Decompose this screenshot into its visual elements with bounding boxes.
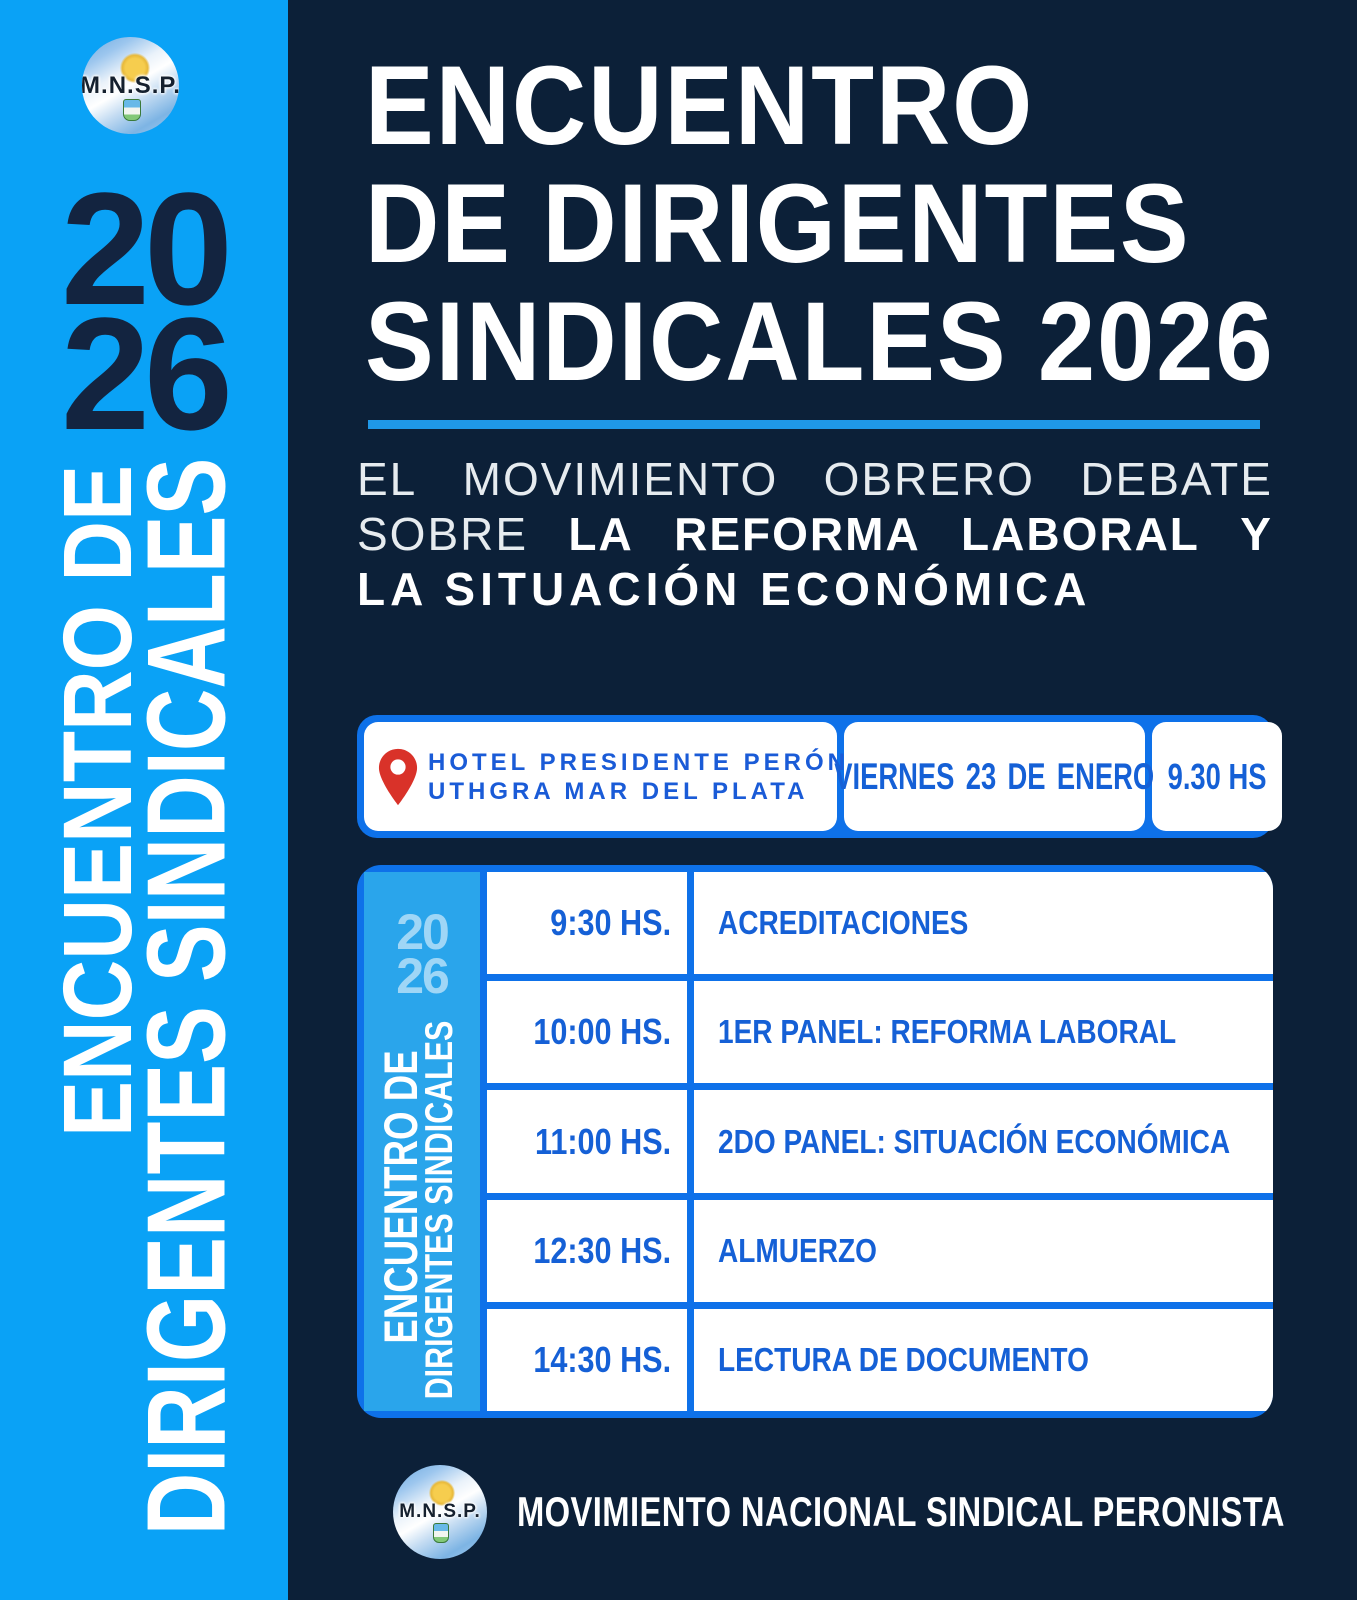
organization-name: MOVIMIENTO NACIONAL SINDICAL PERONISTA [517,1488,1285,1535]
table-row: 14:30 HS. LECTURA DE DOCUMENTO [487,1308,1273,1412]
title-underline [368,420,1260,429]
mnsp-logo-footer: M.N.S.P. [393,1465,487,1559]
main-title: ENCUENTRO DE DIRIGENTES SINDICALES 2026 [365,47,1354,401]
event-time: 9.30 HS [1167,755,1267,797]
schedule-table: 20 26 ENCUENTRO DE DIRIGENTES SINDICALES… [357,865,1273,1418]
vertical-title-line2: DIRIGENTES SINDICALES [124,457,249,1536]
venue-text: HOTEL PRESIDENTE PERÓN UTHGRA MAR DEL PL… [428,748,849,806]
location-pin-icon [378,748,418,805]
row-time: 12:30 HS. [533,1229,671,1271]
table-row: 10:00 HS. 1ER PANEL: REFORMA LABORAL [487,981,1273,1084]
year-badge: 20 26 [0,159,288,463]
schedule-rows: 9:30 HS. ACREDITACIONES 10:00 HS. 1ER PA… [487,872,1273,1412]
subtitle-line3: LA SITUACIÓN ECONÓMICA [357,563,1092,615]
footer: M.N.S.P. MOVIMIENTO NACIONAL SINDICAL PE… [393,1465,1357,1559]
subtitle: EL MOVIMIENTO OBRERO DEBATE SOBRE LA REF… [357,452,1273,617]
crest-icon [123,99,141,121]
subtitle-line1: EL MOVIMIENTO OBRERO DEBATE [357,453,1273,505]
table-row: 12:30 HS. ALMUERZO [487,1199,1273,1302]
row-activity: 1ER PANEL: REFORMA LABORAL [718,1013,1177,1051]
row-activity: ACREDITACIONES [718,904,969,942]
table-row: 11:00 HS. 2DO PANEL: SITUACIÓN ECONÓMICA [487,1090,1273,1193]
row-time: 14:30 HS. [533,1338,671,1380]
venue-cell: HOTEL PRESIDENTE PERÓN UTHGRA MAR DEL PL… [364,722,845,831]
row-time: 11:00 HS. [534,1120,671,1162]
flag-sun-icon [120,53,150,83]
flag-sun-icon [429,1480,455,1506]
strip-year-badge: 20 26 [396,904,450,1004]
row-activity: ALMUERZO [718,1231,877,1269]
row-time: 10:00 HS. [533,1011,671,1053]
year-top: 20 [61,159,233,338]
row-activity: LECTURA DE DOCUMENTO [718,1340,1089,1378]
date-cell: VIERNES 23 DE ENERO [835,722,1154,831]
venue-line2: UTHGRA MAR DEL PLATA [428,777,809,805]
event-date: VIERNES 23 DE ENERO [834,755,1155,797]
main-title-line1: ENCUENTRO [365,43,1035,168]
row-activity: 2DO PANEL: SITUACIÓN ECONÓMICA [718,1122,1231,1160]
subtitle-line2: SOBRE LA REFORMA LABORAL Y [357,508,1273,560]
event-info-box: HOTEL PRESIDENTE PERÓN UTHGRA MAR DEL PL… [357,715,1283,838]
row-time: 9:30 HS. [550,902,671,944]
table-row: 9:30 HS. ACREDITACIONES [487,872,1273,975]
mnsp-logo: M.N.S.P. [82,37,179,134]
strip-vertical-line2: DIRIGENTES SINDICALES [418,1020,461,1400]
time-cell: 9.30 HS [1152,722,1283,831]
crest-icon [433,1523,449,1543]
venue-line1: HOTEL PRESIDENTE PERÓN [428,748,849,776]
schedule-side-strip: 20 26 ENCUENTRO DE DIRIGENTES SINDICALES [364,872,480,1411]
logo-acronym: M.N.S.P. [399,1501,481,1522]
year-bottom: 26 [61,284,233,463]
main-title-line3: SINDICALES 2026 [365,279,1275,404]
logo-acronym: M.N.S.P. [82,71,179,99]
main-title-line2: DE DIRIGENTES [365,161,1191,286]
left-banner: M.N.S.P. 20 26 ENCUENTRO DE DIRIGENTES S… [0,0,288,1600]
